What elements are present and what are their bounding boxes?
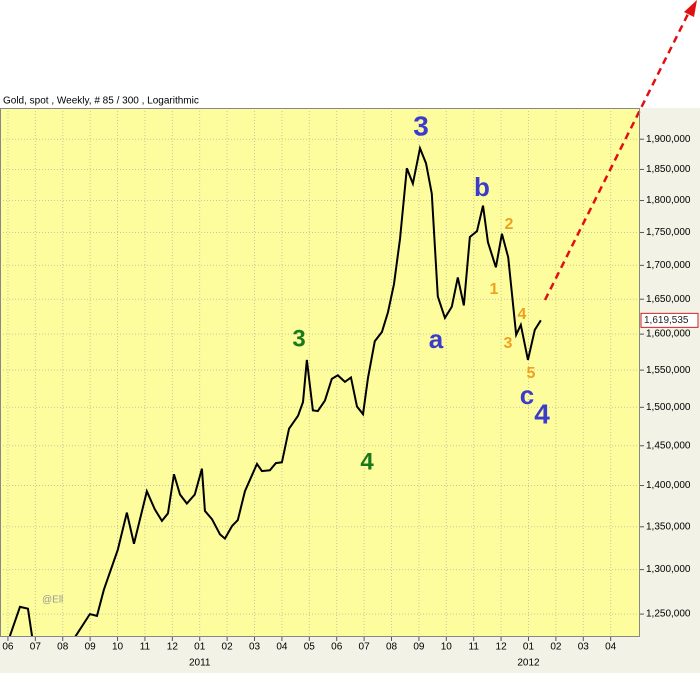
watermark: @Ell <box>42 595 63 606</box>
x-tick-label: 10 <box>441 642 453 653</box>
x-year-label: 2012 <box>517 658 540 669</box>
wave-label: 4 <box>360 448 374 475</box>
x-tick-label: 06 <box>331 642 343 653</box>
x-tick-label: 11 <box>140 642 151 653</box>
wave-label: 5 <box>527 365 536 382</box>
y-tick-label: 1,250,000 <box>646 609 691 620</box>
y-tick-label: 1,750,000 <box>646 227 691 238</box>
y-tick-label: 1,550,000 <box>646 365 691 376</box>
wave-label: 1 <box>490 281 499 298</box>
y-tick-label: 1,650,000 <box>646 294 691 305</box>
wave-label: 3 <box>292 325 305 352</box>
wave-label: 4 <box>534 398 550 429</box>
y-tick-label: 1,500,000 <box>646 402 691 413</box>
y-tick-label: 1,700,000 <box>646 260 691 271</box>
x-tick-label: 07 <box>359 642 371 653</box>
x-tick-label: 03 <box>578 642 590 653</box>
y-axis-area <box>640 108 700 637</box>
plot-border <box>0 108 640 637</box>
x-tick-label: 08 <box>386 642 398 653</box>
x-tick-label: 06 <box>2 642 14 653</box>
x-tick-label: 09 <box>85 642 97 653</box>
wave-label: 3 <box>413 110 429 141</box>
x-tick-label: 01 <box>194 642 206 653</box>
y-tick-label: 1,350,000 <box>646 521 691 532</box>
forecast-arrow <box>543 9 692 301</box>
y-tick-label: 1,800,000 <box>646 195 691 206</box>
chart-title: Gold, spot , Weekly, # 85 / 300 , Logari… <box>3 96 199 107</box>
plot-area <box>0 108 640 637</box>
x-tick-label: 01 <box>523 642 535 653</box>
wave-label: 3 <box>504 335 513 352</box>
last-value-box <box>640 312 699 328</box>
x-tick-label: 08 <box>57 642 69 653</box>
x-tick-label: 07 <box>30 642 42 653</box>
x-tick-label: 12 <box>167 642 179 653</box>
x-year-label: 2011 <box>189 658 211 669</box>
wave-label: a <box>429 324 444 354</box>
x-tick-label: 03 <box>249 642 261 653</box>
x-tick-label: 09 <box>413 642 425 653</box>
x-tick-label: 04 <box>605 642 617 653</box>
y-tick-label: 1,850,000 <box>646 164 691 175</box>
last-value-label: 1,619,535 <box>644 315 689 326</box>
wave-label: 2 <box>505 216 514 233</box>
x-axis-area <box>0 637 700 673</box>
price-line <box>8 144 542 637</box>
x-tick-label: 05 <box>304 642 316 653</box>
y-tick-label: 1,300,000 <box>646 564 691 575</box>
wave-label: c <box>520 380 534 410</box>
y-tick-label: 1,400,000 <box>646 480 691 491</box>
x-tick-label: 02 <box>222 642 234 653</box>
y-tick-label: 1,600,000 <box>646 329 691 340</box>
x-tick-label: 10 <box>112 642 124 653</box>
x-tick-label: 12 <box>496 642 508 653</box>
wave-label: b <box>474 172 490 202</box>
x-tick-label: 02 <box>550 642 562 653</box>
x-tick-label: 04 <box>276 642 288 653</box>
y-tick-label: 1,450,000 <box>646 440 691 451</box>
forecast-arrow-head <box>684 0 697 17</box>
x-tick-label: 11 <box>469 642 480 653</box>
y-tick-label: 1,900,000 <box>646 134 691 145</box>
wave-label: 4 <box>518 306 527 323</box>
